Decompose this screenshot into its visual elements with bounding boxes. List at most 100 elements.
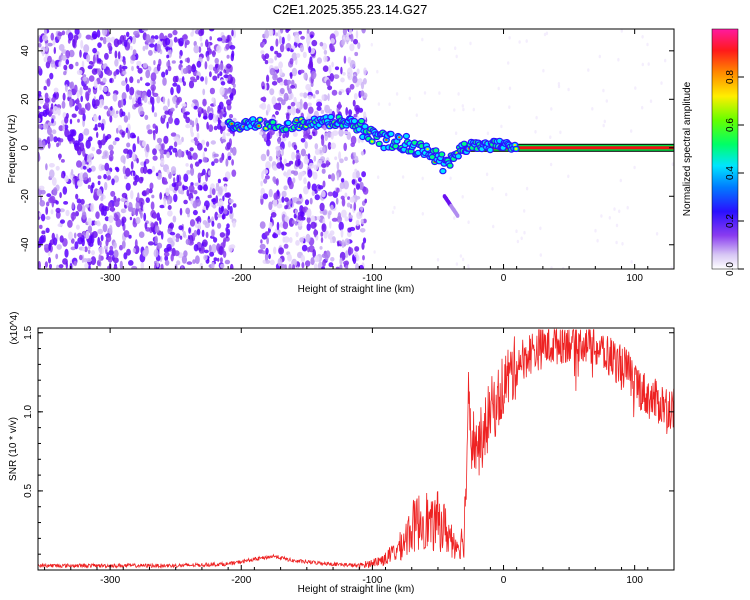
noise-speck (279, 81, 285, 86)
signal-blob-peak (230, 122, 233, 125)
noise-speck (345, 107, 349, 116)
noise-speck (345, 250, 349, 258)
noise-speck (307, 169, 313, 178)
noise-speck (345, 36, 350, 41)
noise-speck (646, 42, 649, 47)
noise-speck (219, 86, 225, 96)
noise-speck (373, 250, 376, 254)
noise-speck (461, 104, 464, 108)
noise-speck (329, 220, 332, 229)
noise-speck (156, 63, 161, 72)
noise-speck (164, 37, 171, 46)
noise-speck (175, 103, 178, 109)
noise-speck (175, 237, 180, 243)
noise-speck (328, 262, 334, 268)
noise-speck (179, 49, 183, 57)
noise-speck (147, 168, 153, 174)
noise-speck (284, 205, 288, 210)
noise-speck (58, 125, 64, 132)
noise-speck (78, 109, 85, 115)
noise-speck (152, 155, 158, 161)
noise-speck (60, 159, 65, 163)
noise-speck (57, 107, 61, 116)
noise-speck (38, 212, 42, 218)
noise-speck (169, 112, 173, 118)
noise-speck (324, 104, 331, 114)
noise-speck (225, 43, 230, 50)
noise-speck (286, 79, 292, 85)
noise-speck (633, 165, 636, 170)
noise-speck (283, 172, 287, 176)
noise-speck (153, 249, 159, 258)
noise-speck (515, 229, 518, 233)
noise-speck (185, 124, 191, 129)
noise-speck (113, 266, 118, 269)
noise-speck (600, 214, 603, 218)
noise-speck (462, 107, 465, 112)
noise-speck (261, 133, 268, 139)
signal-blob-core (328, 115, 334, 119)
noise-speck (91, 146, 96, 152)
noise-speck (144, 222, 148, 230)
noise-speck (65, 112, 69, 119)
noise-speck (261, 171, 264, 180)
noise-speck (74, 105, 79, 112)
noise-speck (108, 50, 112, 54)
noise-speck (294, 221, 298, 226)
noise-speck (276, 221, 280, 231)
noise-speck (127, 111, 131, 121)
noise-speck (75, 145, 80, 151)
noise-speck (104, 181, 108, 191)
noise-speck (212, 204, 217, 209)
noise-speck (156, 212, 160, 221)
noise-speck (108, 154, 114, 162)
noise-speck (94, 220, 98, 226)
noise-speck (361, 29, 366, 34)
noise-speck (153, 112, 158, 118)
noise-speck (208, 124, 214, 132)
noise-speck (202, 205, 206, 211)
noise-speck (202, 156, 208, 163)
noise-speck (48, 242, 52, 252)
noise-speck (287, 105, 292, 110)
noise-speck (41, 230, 46, 235)
noise-speck (284, 197, 289, 203)
noise-speck (287, 141, 292, 148)
noise-speck (139, 140, 143, 146)
noise-speck (421, 37, 424, 42)
noise-speck (260, 180, 263, 187)
noise-speck (216, 45, 222, 54)
noise-speck (100, 164, 106, 171)
noise-speck (630, 129, 633, 133)
noise-speck (217, 73, 220, 79)
noise-speck (344, 192, 348, 198)
noise-speck (55, 207, 61, 214)
noise-speck (76, 69, 83, 76)
noise-speck (38, 117, 41, 123)
noise-speck (81, 211, 87, 220)
noise-speck (309, 197, 313, 205)
noise-speck (132, 49, 137, 56)
noise-speck (102, 63, 107, 70)
noise-speck (85, 91, 90, 101)
noise-speck (615, 240, 618, 245)
noise-speck (315, 90, 320, 95)
noise-speck (330, 38, 335, 44)
noise-speck (299, 69, 305, 74)
noise-speck (155, 144, 161, 150)
noise-speck (47, 55, 52, 64)
noise-speck (229, 92, 234, 101)
noise-speck (219, 157, 223, 163)
noise-speck (38, 139, 43, 148)
noise-speck (83, 44, 90, 53)
signal-blob-core (447, 163, 453, 168)
noise-speck (98, 254, 102, 263)
noise-speck (87, 65, 93, 70)
noise-speck (75, 193, 79, 200)
noise-speck (262, 85, 265, 90)
noise-speck (308, 106, 314, 114)
noise-speck (212, 197, 217, 205)
noise-speck (215, 195, 219, 204)
noise-speck (302, 51, 307, 59)
noise-speck (364, 198, 368, 204)
